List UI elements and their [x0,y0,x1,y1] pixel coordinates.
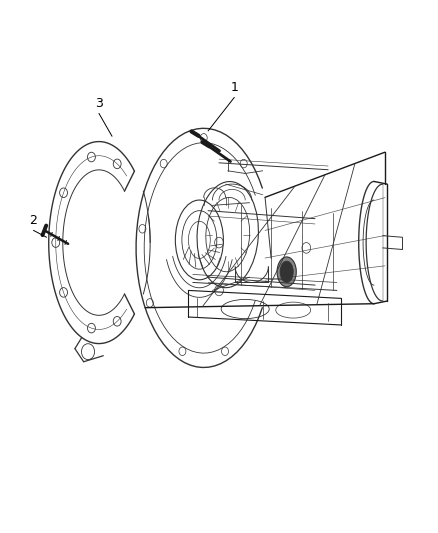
Text: 1: 1 [230,80,238,94]
Text: 3: 3 [95,96,103,110]
Ellipse shape [277,257,296,287]
Text: 2: 2 [29,214,37,227]
Ellipse shape [280,261,293,282]
